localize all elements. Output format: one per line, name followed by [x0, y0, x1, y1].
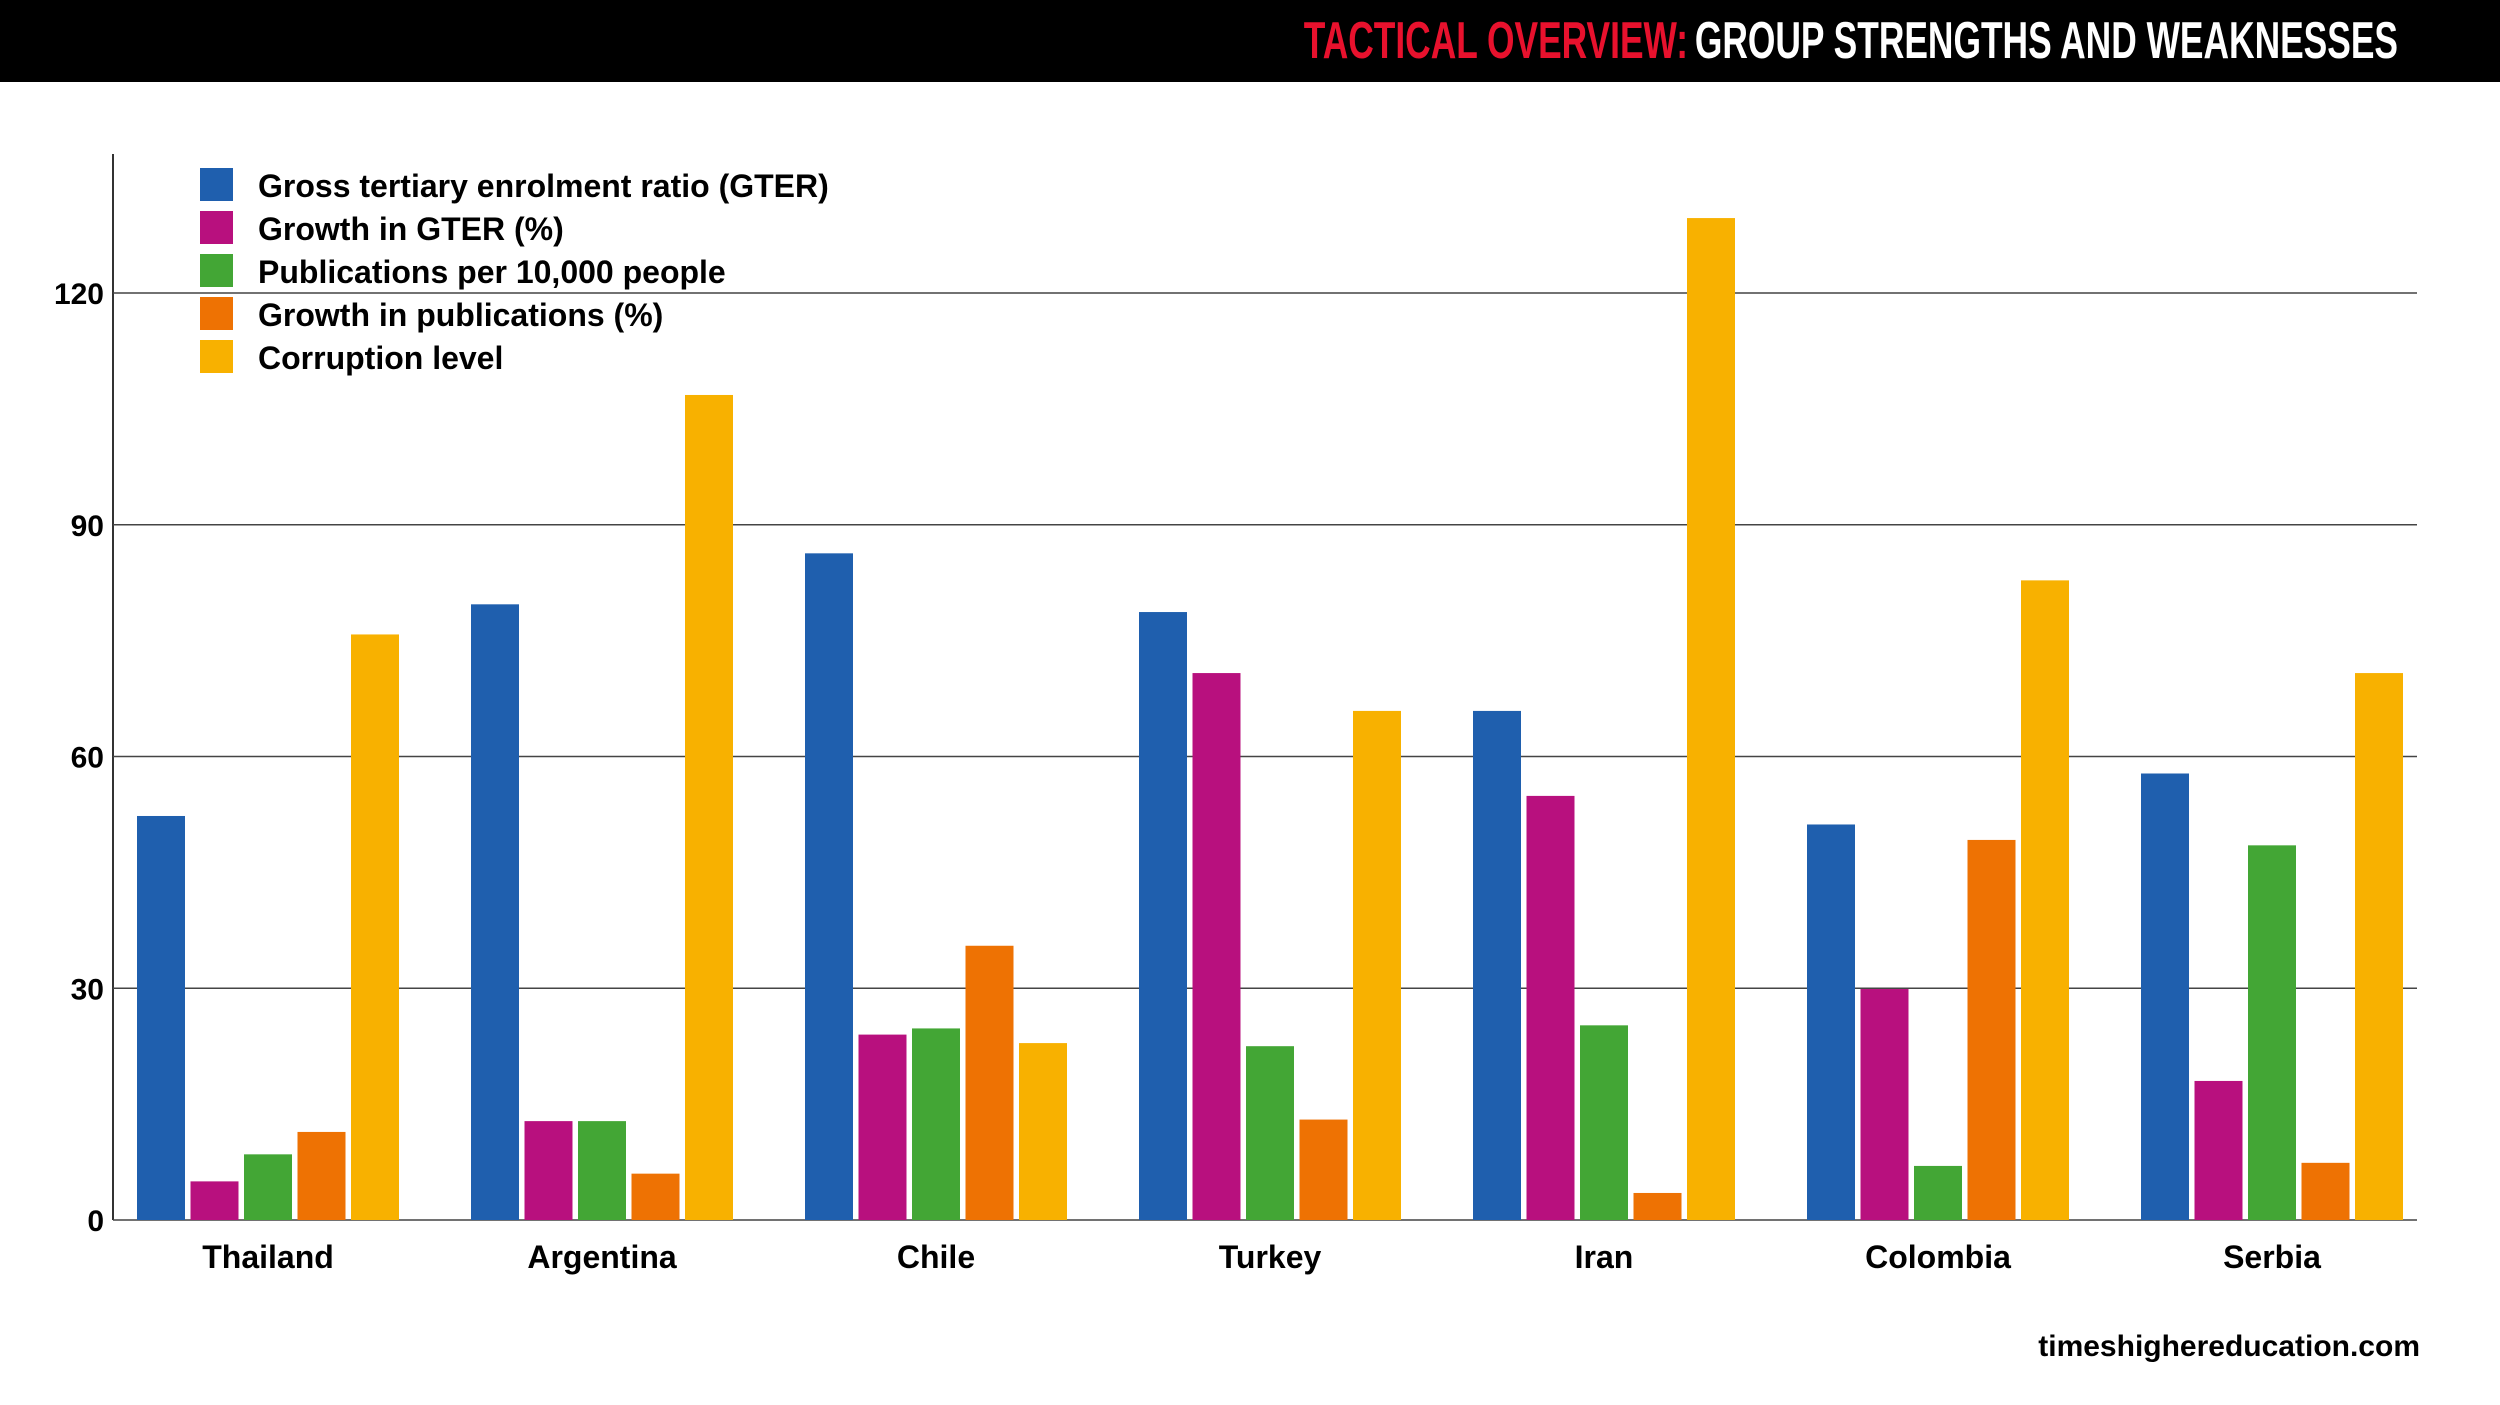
legend-label: Corruption level — [258, 340, 503, 376]
x-tick-label: Argentina — [527, 1239, 677, 1275]
y-tick-label: 0 — [87, 1205, 104, 1238]
bar-argentina-2 — [524, 1121, 573, 1220]
bar-chile-1 — [805, 553, 853, 1220]
legend-swatch — [200, 297, 233, 330]
bar-turkey-4 — [1299, 1119, 1348, 1220]
x-tick-label: Colombia — [1865, 1239, 2011, 1275]
bar-iran-1 — [1473, 710, 1521, 1220]
y-tick-label: 90 — [71, 510, 104, 543]
bar-serbia-3 — [2248, 845, 2296, 1220]
bar-thailand-5 — [351, 634, 399, 1220]
x-tick-label: Chile — [897, 1239, 975, 1275]
bar-turkey-1 — [1139, 612, 1187, 1220]
bar-colombia-2 — [1860, 989, 1909, 1220]
x-tick-label: Turkey — [1219, 1239, 1322, 1275]
x-tick-label: Iran — [1575, 1239, 1634, 1275]
bar-thailand-1 — [137, 815, 185, 1220]
bar-chile-4 — [965, 945, 1014, 1220]
bar-iran-5 — [1687, 218, 1735, 1220]
legend-swatch — [200, 340, 233, 373]
bar-chile-3 — [912, 1028, 960, 1220]
bar-iran-2 — [1526, 795, 1575, 1220]
legend-label: Publications per 10,000 people — [258, 254, 726, 290]
bar-serbia-1 — [2141, 773, 2189, 1220]
bar-colombia-4 — [1967, 839, 2016, 1220]
bar-colombia-5 — [2021, 580, 2069, 1220]
bar-thailand-4 — [297, 1131, 346, 1220]
x-tick-label: Thailand — [202, 1239, 334, 1275]
bar-turkey-3 — [1246, 1046, 1294, 1220]
x-tick-label: Serbia — [2223, 1239, 2321, 1275]
bar-thailand-2 — [190, 1181, 239, 1220]
bar-colombia-1 — [1807, 824, 1855, 1220]
bar-argentina-5 — [685, 394, 733, 1221]
bar-serbia-2 — [2194, 1080, 2243, 1220]
bar-argentina-4 — [631, 1173, 680, 1220]
bar-chile-2 — [858, 1034, 907, 1220]
y-tick-label: 60 — [71, 742, 104, 775]
legend-swatch — [200, 254, 233, 287]
legend-swatch — [200, 211, 233, 244]
bar-iran-4 — [1633, 1192, 1682, 1220]
bar-serbia-5 — [2355, 673, 2403, 1220]
bar-iran-3 — [1580, 1025, 1628, 1220]
bar-serbia-4 — [2301, 1162, 2350, 1220]
bar-thailand-3 — [244, 1154, 292, 1220]
page-title: TACTICAL OVERVIEW: GROUP STRENGTHS AND WE… — [1304, 12, 2398, 69]
legend-label: Growth in publications (%) — [258, 297, 663, 333]
bar-chile-5 — [1019, 1043, 1067, 1220]
legend-swatch — [200, 168, 233, 201]
source-credit: timeshighereducation.com — [2038, 1330, 2420, 1363]
bar-turkey-2 — [1192, 673, 1241, 1220]
y-tick-label: 30 — [71, 973, 104, 1006]
legend-label: Gross tertiary enrolment ratio (GTER) — [258, 168, 829, 204]
bar-argentina-1 — [471, 604, 519, 1220]
bar-turkey-5 — [1353, 710, 1401, 1220]
header-bar — [0, 0, 2500, 82]
y-tick-label: 120 — [54, 278, 104, 311]
bar-argentina-3 — [578, 1121, 626, 1220]
legend-label: Growth in GTER (%) — [258, 211, 564, 247]
bar-colombia-3 — [1914, 1165, 1962, 1220]
